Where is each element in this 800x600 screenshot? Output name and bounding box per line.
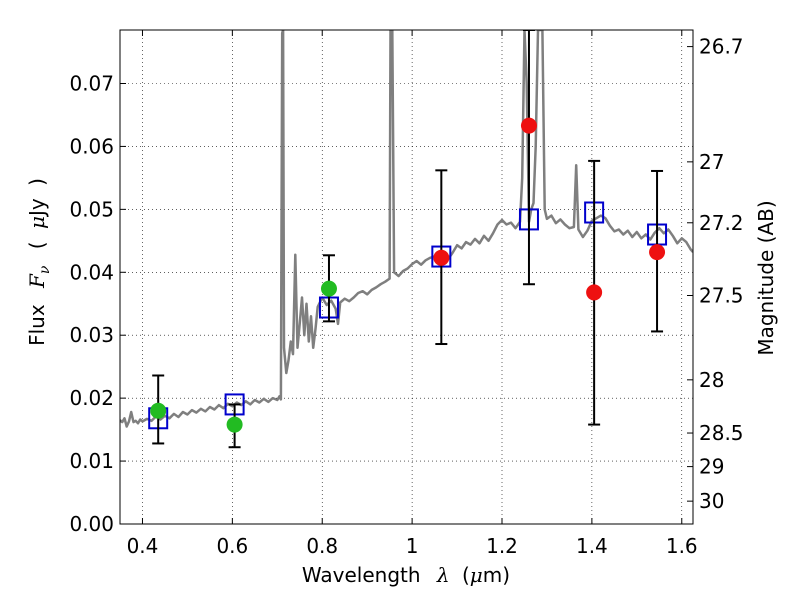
y2-axis-title: Magnitude (AB) [754, 200, 778, 355]
x-tick-label: 1.6 [666, 534, 698, 558]
photometry-point [649, 244, 666, 261]
y2-tick-label: 26.7 [699, 35, 744, 59]
y-tick-label: 0.03 [69, 323, 114, 347]
plot-area [120, 30, 693, 449]
x-axis-title-symbol: λ [436, 563, 450, 587]
axis-ticks: 0.4 0.6 0.8 1 1.2 1.4 1.6 0.00 0.01 0.02 0.03 0.04 0… [69, 30, 744, 558]
y-tick-label: 0.02 [69, 386, 114, 410]
y2-tick-label: 28 [699, 368, 724, 392]
y-tick-label: 0.06 [69, 134, 114, 158]
y-axis-title-symbol: F [25, 273, 49, 289]
y-axis-title-unit: Jy [25, 198, 49, 218]
x-tick-label: 0.8 [306, 534, 338, 558]
y-tick-label: 0.05 [69, 197, 114, 221]
y-tick-label: 0.07 [69, 71, 114, 95]
y2-tick-label: 30 [699, 489, 724, 513]
x-tick-label: 1.2 [486, 534, 518, 558]
x-tick-label: 1.4 [576, 534, 608, 558]
photometry-point [226, 416, 243, 433]
y-tick-label: 0.01 [69, 449, 114, 473]
x-axis-title-unit: m) [483, 563, 510, 587]
y2-tick-label: 27.5 [699, 284, 744, 308]
plot-frame [119, 29, 694, 525]
y-axis-title: Flux Fν ( μJy ) [25, 178, 54, 346]
y-tick-label: 0.04 [69, 260, 114, 284]
y2-tick-label: 29 [699, 455, 724, 479]
y-axis-title-subscript: ν [37, 265, 53, 274]
photometry-point [433, 249, 450, 266]
photometry-point [586, 284, 603, 301]
photometry-point [150, 402, 167, 419]
x-axis-title-prefix: Wavelength [302, 563, 421, 587]
y-axis-title-prefix: Flux [25, 304, 49, 346]
x-tick-label: 1 [406, 534, 419, 558]
photometry-point [320, 280, 337, 297]
x-tick-label: 0.4 [127, 534, 159, 558]
y-axis-title-mu: μ [25, 216, 49, 229]
plot-background [120, 30, 693, 524]
y2-tick-label: 28.5 [699, 421, 744, 445]
y-tick-label: 0.00 [69, 512, 114, 536]
x-axis-title-mu: μ [470, 563, 483, 587]
x-tick-label: 0.6 [216, 534, 248, 558]
y-axis-title-open: ( [25, 241, 49, 249]
y2-tick-label: 27.2 [699, 211, 744, 235]
photometry-point [520, 117, 537, 134]
y2-tick-label: 27 [699, 150, 724, 174]
x-axis-title-open: ( [462, 563, 470, 587]
x-axis-title: Wavelength λ (μm) [302, 563, 510, 587]
y-axis-title-close: ) [25, 178, 49, 186]
spectrum-line [120, 30, 693, 428]
